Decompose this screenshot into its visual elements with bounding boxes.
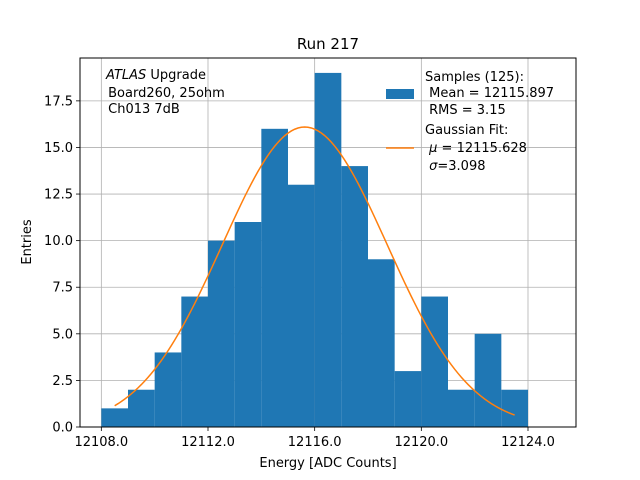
legend-fit-line-1: Gaussian Fit: xyxy=(425,123,508,138)
histogram-bar-12117 xyxy=(341,166,368,427)
legend-samples-line-1: Samples (125): xyxy=(425,70,524,85)
legend-mu-symbol: μ xyxy=(428,141,437,156)
legend-fit-line-3: σ=3.098 xyxy=(425,159,486,174)
histogram-bar-12116 xyxy=(314,72,342,427)
histogram-bar-12120 xyxy=(421,296,448,427)
annotation-atlas: ATLAS xyxy=(105,68,146,83)
x-tick-label-3: 12120.0 xyxy=(394,435,448,450)
annotation-text: ATLAS Upgrade Board260, 25ohm Ch013 7dB xyxy=(104,68,225,117)
legend-samples-line-3: RMS = 3.15 xyxy=(425,103,506,118)
legend-fit-line-2: μ = 12115.628 xyxy=(425,141,527,156)
x-tick-label-0: 12108.0 xyxy=(74,435,128,450)
legend-swatch-samples xyxy=(386,89,414,99)
histogram-bar-12111 xyxy=(181,296,208,427)
annotation-line-3: Ch013 7dB xyxy=(104,102,180,117)
histogram-bar-12108 xyxy=(101,408,128,427)
y-tick-label-6: 15.0 xyxy=(44,141,73,156)
y-tick-label-0: 0.0 xyxy=(52,421,73,436)
histogram-bar-12114 xyxy=(261,128,288,427)
histogram-bar-12112 xyxy=(208,240,235,427)
y-axis-ticks: 0.0 2.5 5.0 7.5 10.0 12.5 15.0 17.5 xyxy=(44,94,80,436)
y-tick-label-4: 10.0 xyxy=(44,234,73,249)
legend-mu-value: = 12115.628 xyxy=(437,141,526,156)
x-axis-ticks: 12108.0 12112.0 12116.0 12120.0 12124.0 xyxy=(74,427,555,450)
annotation-line-2: Board260, 25ohm xyxy=(104,86,225,101)
legend-samples-line-2: Mean = 12115.897 xyxy=(425,86,554,101)
histogram-bar-12118 xyxy=(368,259,395,427)
histogram-bar-12110 xyxy=(154,352,182,427)
y-tick-label-1: 2.5 xyxy=(52,374,73,389)
histogram-bar-12121 xyxy=(448,389,475,427)
y-tick-label-3: 7.5 xyxy=(52,281,73,296)
histogram-bar-12109 xyxy=(128,389,155,427)
chart-title: Run 217 xyxy=(297,35,359,53)
plot-frame xyxy=(79,57,577,428)
legend-sigma-symbol: σ xyxy=(429,159,438,174)
gaussian-fit-line xyxy=(114,126,515,416)
annotation-upgrade: Upgrade xyxy=(146,68,206,83)
y-tick-label-2: 5.0 xyxy=(52,327,73,342)
x-axis-label: Energy [ADC Counts] xyxy=(259,456,396,471)
histogram-bar-12113 xyxy=(234,222,262,427)
x-tick-label-2: 12116.0 xyxy=(288,435,342,450)
legend-sigma-value: =3.098 xyxy=(437,159,485,174)
annotation-line-1: ATLAS Upgrade xyxy=(105,68,206,83)
x-tick-label-1: 12112.0 xyxy=(181,435,235,450)
legend: Samples (125): Mean = 12115.897 RMS = 3.… xyxy=(386,70,554,174)
y-axis-label: Entries xyxy=(20,219,35,265)
y-tick-label-7: 17.5 xyxy=(44,94,73,109)
histogram-bar-12123 xyxy=(501,389,528,427)
x-tick-label-4: 12124.0 xyxy=(501,435,555,450)
gaussian-fit-curve xyxy=(114,126,515,416)
histogram-bar-12115 xyxy=(288,184,315,427)
histogram-bar-12119 xyxy=(394,371,422,427)
y-tick-label-5: 12.5 xyxy=(44,188,73,203)
histogram-bar-12122 xyxy=(474,333,502,427)
